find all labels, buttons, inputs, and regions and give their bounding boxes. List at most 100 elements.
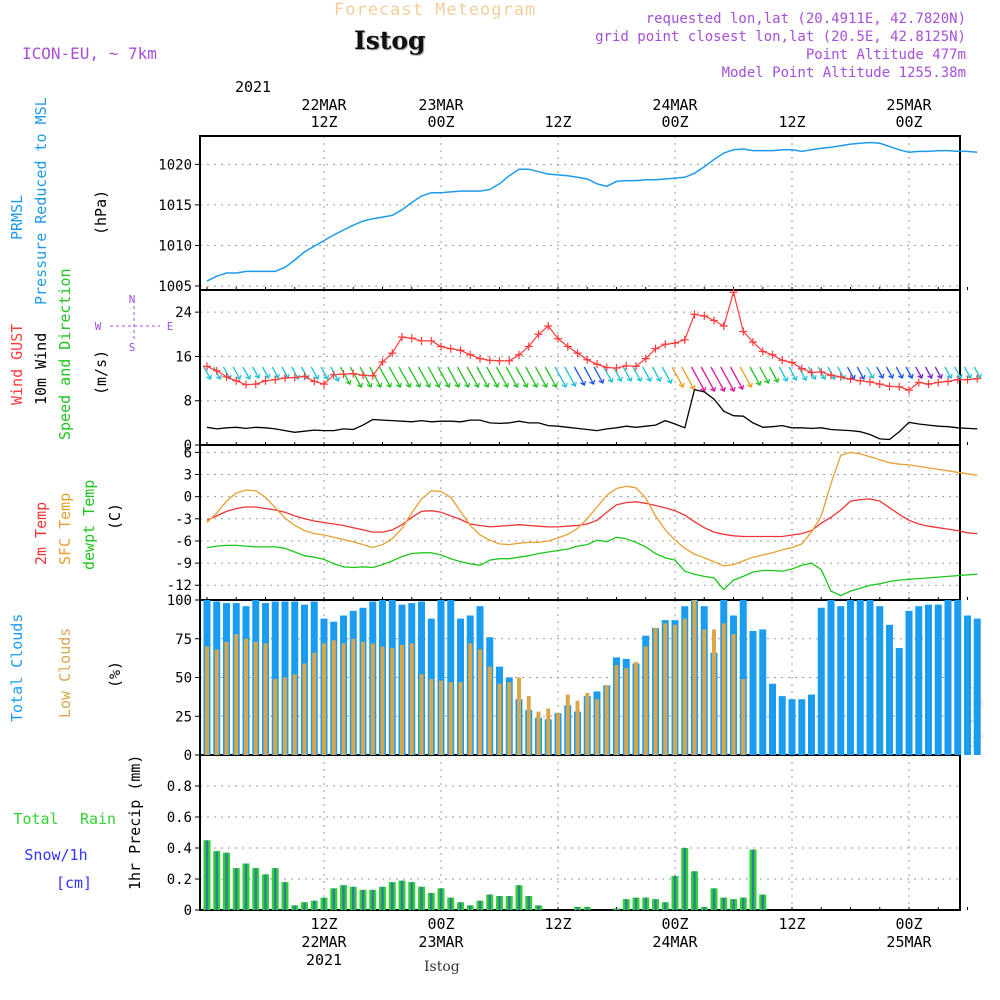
wind-arrow [846,366,856,380]
gust-marker [924,380,933,389]
wind-arrow [895,366,904,379]
wind-arrow-head [386,382,393,388]
wind-arrow-head [522,382,529,388]
gust-marker [583,355,592,364]
rain-bar-core [693,871,696,910]
precip-ytick-label: 0.6 [167,810,192,826]
wind-arrow-head [216,374,222,380]
wind-arrow-head [755,380,762,386]
pressure-ytick-label: 1005 [158,279,192,295]
precip-bars [203,840,767,910]
gust-marker [222,372,231,381]
low-cloud-bar [517,677,521,755]
wind-arrow-head [313,374,320,380]
low-cloud-bar [741,679,746,755]
compass-w: W [95,320,102,333]
rain-bar-core [205,840,209,910]
wind-unit: (m/s) [92,350,110,395]
low-cloud-bar [624,668,629,755]
wind-arrow-shaft [427,366,440,388]
gust-marker [359,371,367,380]
wind-arrow [466,366,480,388]
gust-marker [339,370,348,379]
wind-arrow-head [503,382,510,388]
low-cloud-bar [234,634,239,755]
wind-arrow-shaft [603,366,613,383]
bottom-year-label: 2021 [306,951,342,969]
bottom-date-label: 23MAR [418,933,464,951]
rain-bar-core [498,896,501,910]
wind-arrow-shaft [856,366,865,380]
clouds-ytick-label: 50 [175,671,192,687]
wind-arrow [525,366,539,388]
temperature-ytick-label: -6 [175,534,192,550]
low-cloud-bar [283,677,287,755]
wind-arrow-head [366,382,373,388]
gust-marker [417,336,426,345]
total-cloud-bar [866,600,874,755]
bottom-hour-label: 12Z [310,915,337,933]
wind-arrow [612,366,623,382]
wind-arrow-head [444,382,451,388]
low-cloud-bar [302,663,307,755]
low-cloud-bar [585,693,590,755]
precip-label-rain: Rain [80,810,116,828]
wind-arrow-head [415,382,422,388]
wind-arrow [642,366,653,382]
wind-arrow [242,366,252,380]
gust-marker [232,376,241,385]
top-hour-label: 00Z [895,113,922,131]
wind-arrow-head [719,386,726,392]
wind-arrow-head [493,382,500,388]
temperature-frame [199,444,961,601]
wind-arrow-head [303,374,310,380]
gust-marker [602,363,611,372]
rain-bar-core [644,897,647,910]
wind-arrow-shaft [476,366,489,388]
gust-marker [544,321,553,330]
total-cloud-bar [847,600,854,755]
total-cloud-bar [778,696,786,755]
wind-arrow [768,366,780,383]
rain-bar-core [283,882,287,910]
wind-arrow [252,366,261,379]
wind-arrow-shaft [720,366,735,392]
gust-marker [281,374,289,383]
low-cloud-bar [634,662,638,755]
wind-arrow [866,366,875,379]
rain-bar-core [664,902,667,910]
product-title: Forecast Meteogram [334,0,537,20]
wind-arrow-head [551,382,558,388]
wind-arrow-head [646,376,653,382]
wind-arrow-shaft [339,366,351,385]
rain-bar-core [274,868,277,910]
gust-marker [329,370,338,379]
rain-bar-core [332,888,335,910]
bottom-date-label: 25MAR [886,933,932,951]
wind-arrow-shaft [242,366,251,380]
low-cloud-bar [312,652,317,755]
wind-arrow [700,366,717,392]
rain-bar-core [244,863,248,910]
total-cloud-bar [798,699,806,755]
low-cloud-bar [526,696,531,755]
point-altitude: Point Altitude 477m [805,47,966,63]
gust-marker [476,354,484,363]
compass-e: E [167,320,174,333]
wind-arrow-shaft [271,366,279,379]
wind-arrow-head [689,384,696,390]
wind-arrow [690,366,707,392]
wind-arrow [788,366,798,381]
pressure-line [206,141,978,282]
gust-markers [203,288,982,395]
wind-arrow-head [710,386,717,392]
compass-s: S [129,341,136,354]
pressure-ytick-label: 1020 [158,157,192,173]
wind-arrow-head [464,382,471,388]
wind-arrow-head [570,381,577,387]
wind-arrow [486,366,500,388]
precip-ytick-label: 0.8 [167,779,192,795]
total-cloud-bar [437,600,445,755]
gust-marker [641,354,650,363]
total-cloud-bar [925,604,932,755]
